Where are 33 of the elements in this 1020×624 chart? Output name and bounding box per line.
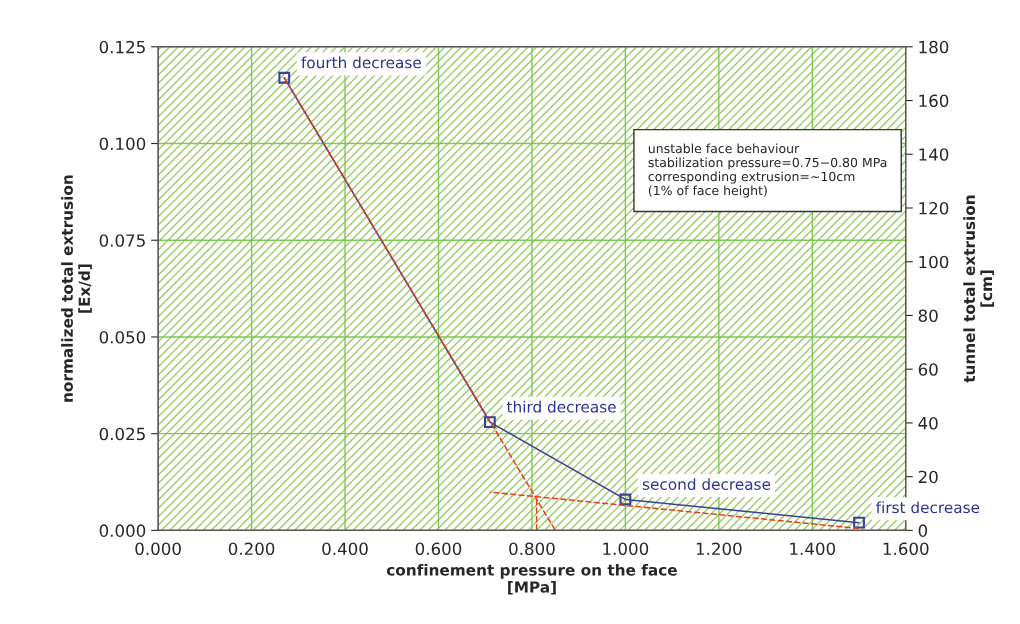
y2-tick-label: 0 [918, 524, 928, 537]
annotation: third decrease [506, 400, 616, 413]
x-tick-label: 0.200 [228, 542, 275, 556]
y-tick-label: 0.100 [99, 137, 146, 151]
y2-tick-label: 60 [918, 363, 938, 376]
y-axis-title: normalized total extrusion [Ex/d] [61, 175, 92, 402]
annotation: fourth decrease [301, 56, 421, 69]
y2-tick-label: 80 [918, 309, 938, 323]
y2-tick-label: 160 [919, 94, 949, 108]
annotation: unstable face behaviour stabilization pressure=0.75−0.80 MPa corresponding extrusion=~10cm (1% of face height) [648, 143, 887, 198]
x-tick-label: 1.400 [790, 542, 836, 556]
y2-axis-title: tunnel total extrusion [cm] [963, 195, 994, 383]
y-tick-label: 0.025 [99, 427, 145, 441]
x-tick-label: 0.600 [415, 542, 462, 556]
x-tick-label: 0.000 [135, 542, 181, 556]
y-tick-label: 0.000 [99, 524, 146, 537]
x-tick-label: 1.600 [883, 542, 929, 556]
y2-tick-label: 140 [919, 148, 949, 161]
x-axis-title: confinement pressure on the face [MPa] [386, 563, 677, 595]
y2-tick-label: 100 [919, 255, 949, 269]
y-tick-label: 0.075 [99, 234, 145, 247]
y2-tick-label: 40 [918, 416, 938, 430]
x-tick-label: 1.200 [696, 542, 742, 556]
y2-tick-label: 120 [919, 201, 949, 215]
annotation: first decrease [876, 501, 980, 514]
annotation: second decrease [642, 478, 771, 490]
x-tick-label: 1.000 [603, 542, 649, 556]
y2-tick-label: 180 [919, 40, 949, 54]
y-tick-label: 0.125 [99, 40, 145, 54]
y-tick-label: 0.050 [99, 330, 146, 344]
x-tick-label: 0.800 [509, 542, 555, 556]
y2-tick-label: 20 [918, 470, 938, 484]
x-tick-label: 0.400 [322, 542, 368, 556]
